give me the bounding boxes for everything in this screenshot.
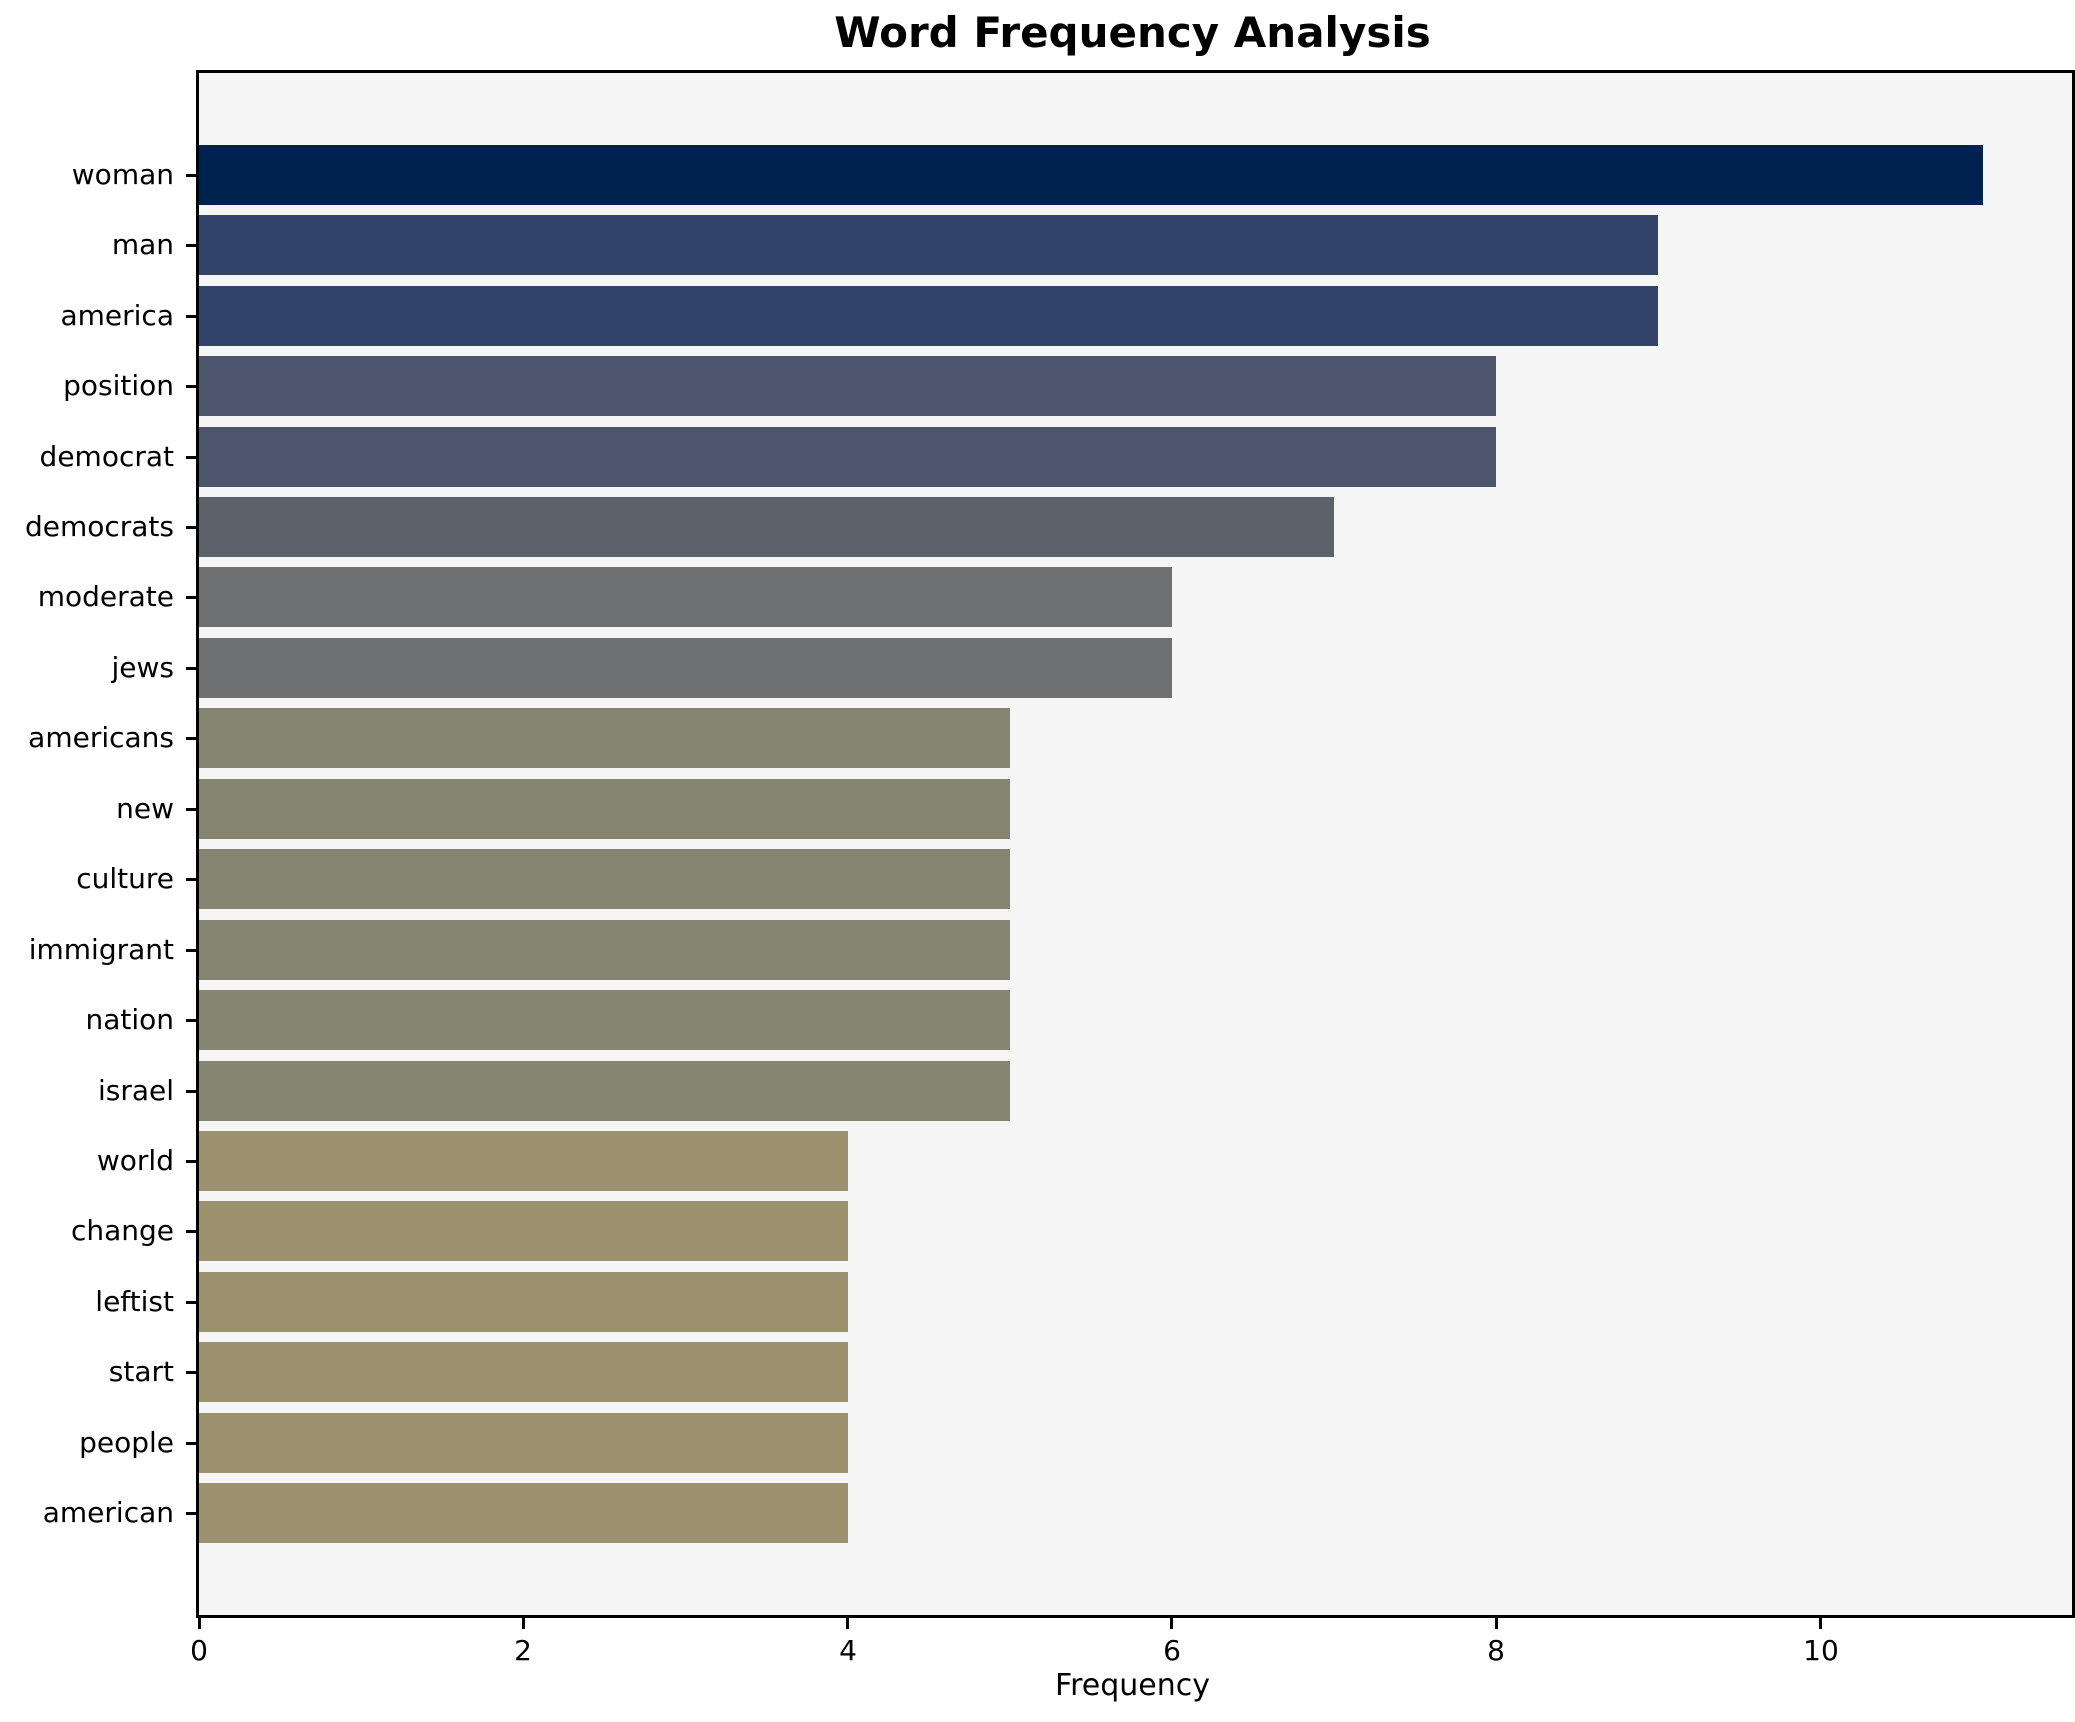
y-tick-mark — [186, 1230, 196, 1233]
y-tick-mark — [186, 174, 196, 177]
x-tick-mark — [198, 1618, 201, 1629]
y-tick-mark — [186, 949, 196, 952]
y-tick-label-moderate: moderate — [37, 580, 174, 613]
y-tick-label-nation: nation — [85, 1003, 174, 1036]
y-tick-mark — [186, 244, 196, 247]
bar-immigrant — [199, 920, 1010, 980]
y-tick-mark — [186, 878, 196, 881]
bar-israel — [199, 1061, 1010, 1121]
y-tick-mark — [186, 1019, 196, 1022]
y-tick-mark — [186, 315, 196, 318]
y-tick-label-jews: jews — [111, 651, 175, 684]
y-tick-label-start: start — [108, 1355, 174, 1388]
y-tick-label-israel: israel — [97, 1074, 174, 1107]
chart-title: Word Frequency Analysis — [834, 8, 1431, 57]
y-tick-label-democrat: democrat — [39, 440, 174, 473]
x-tick-mark — [1495, 1618, 1498, 1629]
bar-culture — [199, 849, 1010, 909]
y-tick-label-world: world — [96, 1144, 174, 1177]
y-tick-label-americans: americans — [28, 721, 174, 754]
y-tick-label-democrats: democrats — [24, 510, 174, 543]
x-tick-label-8: 8 — [1487, 1634, 1505, 1667]
bar-democrat — [199, 427, 1496, 487]
y-tick-mark — [186, 1301, 196, 1304]
y-tick-mark — [186, 808, 196, 811]
plot-area — [196, 70, 2075, 1618]
bar-leftist — [199, 1272, 848, 1332]
x-tick-label-10: 10 — [1803, 1634, 1839, 1667]
bar-americans — [199, 708, 1010, 768]
x-tick-label-4: 4 — [839, 1634, 857, 1667]
y-tick-mark — [186, 526, 196, 529]
y-tick-label-immigrant: immigrant — [28, 933, 174, 966]
bar-american — [199, 1483, 848, 1543]
y-tick-mark — [186, 385, 196, 388]
bar-woman — [199, 145, 1983, 205]
x-tick-mark — [1170, 1618, 1173, 1629]
bar-change — [199, 1201, 848, 1261]
x-tick-label-2: 2 — [514, 1634, 532, 1667]
x-axis-label: Frequency — [1055, 1668, 1210, 1703]
y-tick-mark — [186, 1090, 196, 1093]
bar-moderate — [199, 567, 1172, 627]
bar-people — [199, 1413, 848, 1473]
bar-democrats — [199, 497, 1334, 557]
bar-new — [199, 779, 1010, 839]
y-tick-label-people: people — [79, 1426, 174, 1459]
x-tick-mark — [1819, 1618, 1822, 1629]
y-tick-label-new: new — [116, 792, 174, 825]
bar-world — [199, 1131, 848, 1191]
y-tick-mark — [186, 1160, 196, 1163]
y-tick-label-position: position — [63, 369, 174, 402]
y-tick-label-man: man — [111, 228, 174, 261]
y-tick-mark — [186, 456, 196, 459]
bar-start — [199, 1342, 848, 1402]
bar-position — [199, 356, 1496, 416]
x-tick-label-6: 6 — [1163, 1634, 1181, 1667]
x-tick-mark — [846, 1618, 849, 1629]
y-tick-mark — [186, 737, 196, 740]
y-tick-label-america: america — [60, 299, 174, 332]
y-tick-label-leftist: leftist — [95, 1285, 174, 1318]
y-tick-mark — [186, 1371, 196, 1374]
x-tick-mark — [522, 1618, 525, 1629]
y-tick-mark — [186, 1512, 196, 1515]
bar-man — [199, 215, 1658, 275]
y-tick-label-american: american — [42, 1496, 174, 1529]
y-tick-mark — [186, 596, 196, 599]
y-tick-label-culture: culture — [76, 862, 174, 895]
bar-jews — [199, 638, 1172, 698]
bar-america — [199, 286, 1658, 346]
y-tick-mark — [186, 667, 196, 670]
y-tick-label-woman: woman — [71, 158, 174, 191]
x-tick-label-0: 0 — [190, 1634, 208, 1667]
y-tick-mark — [186, 1442, 196, 1445]
bar-nation — [199, 990, 1010, 1050]
y-tick-label-change: change — [70, 1214, 174, 1247]
